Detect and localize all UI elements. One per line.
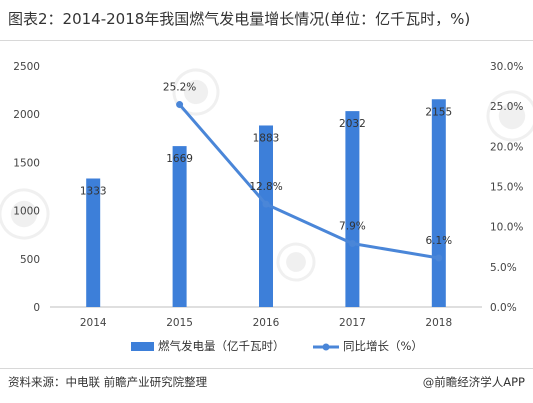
growth-value-label: 25.2% bbox=[163, 82, 196, 94]
bar bbox=[259, 125, 273, 308]
y-right-tick-label: 5.0% bbox=[490, 262, 517, 274]
bar bbox=[86, 178, 101, 307]
bar bbox=[345, 111, 360, 307]
bar-value-label: 1669 bbox=[166, 153, 193, 165]
bar-value-label: 1333 bbox=[80, 185, 107, 197]
chart-title: 图表2：2014-2018年我国燃气发电量增长情况(单位：亿千瓦时，%) bbox=[8, 10, 471, 28]
legend-line-marker bbox=[322, 343, 330, 351]
brand-label: @前瞻经济学人APP bbox=[422, 375, 525, 389]
x-tick-label: 2017 bbox=[339, 317, 366, 329]
bar-value-label: 2155 bbox=[425, 106, 452, 118]
y-left-tick-label: 1000 bbox=[13, 206, 40, 218]
source-note: 资料来源：中电联 前瞻产业研究院整理 bbox=[8, 375, 208, 389]
y-left-tick-label: 1500 bbox=[13, 157, 40, 169]
y-left-tick-label: 500 bbox=[20, 254, 40, 266]
chart: 0 500 1000 1500 2000 2500 0.0% 5.0% 10.0% 15.0% 20… bbox=[0, 61, 533, 353]
growth-point bbox=[176, 101, 184, 109]
bar bbox=[172, 146, 187, 307]
x-tick-label: 2015 bbox=[166, 317, 193, 329]
watermark-logo-center bbox=[172, 68, 220, 116]
y-left-tick-label: 2000 bbox=[13, 109, 40, 121]
title-divider bbox=[0, 40, 533, 41]
y-right-tick-label: 0.0% bbox=[490, 302, 517, 314]
growth-line bbox=[178, 103, 440, 260]
legend-bar-label: 燃气发电量（亿千瓦时） bbox=[158, 339, 285, 353]
growth-value-label: 6.1% bbox=[425, 235, 452, 247]
y-right-tick-label: 20.0% bbox=[490, 141, 523, 153]
legend-bar-swatch bbox=[131, 342, 154, 351]
growth-value-label: 12.8% bbox=[249, 181, 282, 193]
growth-value-label: 7.9% bbox=[339, 221, 366, 233]
x-tick-label: 2016 bbox=[253, 317, 280, 329]
bar-value-label: 1883 bbox=[253, 132, 280, 144]
growth-point bbox=[348, 240, 356, 248]
watermark-logo-lower bbox=[276, 242, 316, 282]
watermark-logo-right bbox=[486, 90, 533, 142]
y-right-tick-label: 10.0% bbox=[490, 222, 523, 234]
footer-divider bbox=[0, 368, 533, 369]
y-left-tick-label: 0 bbox=[33, 302, 40, 314]
x-tick-label: 2018 bbox=[425, 317, 452, 329]
bar bbox=[431, 99, 446, 308]
y-right-tick-label: 25.0% bbox=[490, 101, 523, 113]
growth-point bbox=[435, 254, 443, 262]
y-right-tick-label: 15.0% bbox=[490, 182, 523, 194]
y-left-tick-label: 2500 bbox=[13, 61, 40, 73]
x-tick-label: 2014 bbox=[80, 317, 107, 329]
growth-point bbox=[262, 200, 270, 208]
watermark-logo-left bbox=[0, 188, 50, 240]
y-right-tick-label: 30.0% bbox=[490, 61, 523, 73]
legend-line-label: 同比增长（%） bbox=[343, 339, 423, 353]
bar-value-label: 2032 bbox=[339, 118, 366, 130]
